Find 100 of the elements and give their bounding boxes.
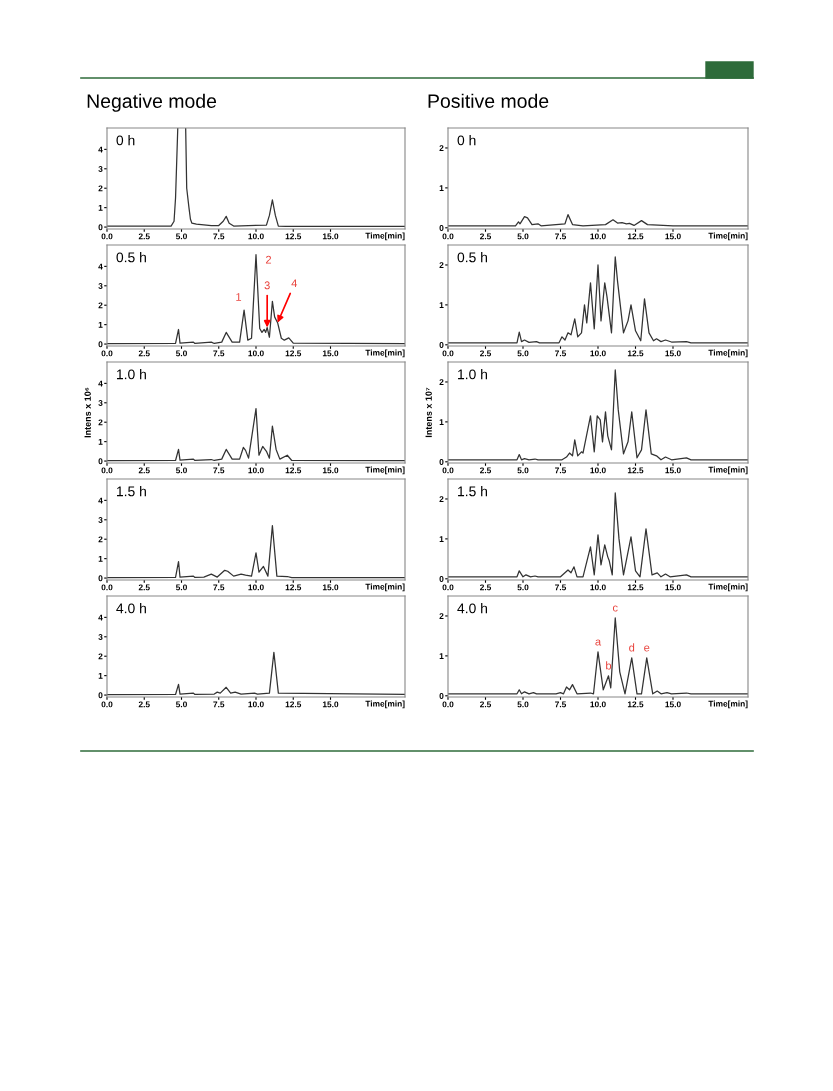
x-tick-label: 7.5 (213, 584, 225, 591)
chart-title: Negative mode (87, 93, 217, 112)
x-tick-label: 15.0 (322, 350, 339, 357)
x-tick-label: 2.5 (138, 584, 150, 591)
annotation: b (606, 661, 612, 670)
y-tick-label: 3 (98, 633, 103, 640)
chart-subtitle: 1.5 h (117, 486, 146, 497)
x-tick-label: 0.0 (442, 584, 454, 591)
x-tick-label: 2.5 (480, 467, 492, 474)
x-axis-title: Time[min] (708, 349, 748, 358)
chart-subtitle: 1.0 h (117, 369, 146, 380)
x-axis-title: Time[min] (708, 583, 748, 592)
y-tick-label: 4 (98, 263, 103, 270)
x-axis-title: Time[min] (365, 583, 405, 592)
chart-subtitle: 4.0 h (116, 603, 146, 614)
x-tick-label: 0.0 (101, 233, 113, 240)
annotation: c (612, 605, 618, 612)
annotation: a (595, 639, 602, 646)
annotation: 1 (236, 293, 242, 301)
y-tick-label: 1 (98, 555, 103, 562)
x-tick-label: 12.5 (285, 467, 302, 474)
x-tick-label: 7.5 (213, 701, 225, 708)
y-tick-label: 3 (98, 516, 103, 523)
x-tick-label: 10.0 (248, 584, 264, 591)
x-tick-label: 0.0 (101, 584, 113, 591)
x-axis-title: Time[min] (708, 700, 748, 709)
x-tick-label: 15.0 (322, 584, 339, 591)
y-tick-label: 0 (98, 458, 103, 465)
chart-title: Positive mode (428, 93, 549, 108)
x-tick-label: 12.5 (627, 584, 644, 591)
x-tick-label: 5.0 (175, 584, 187, 591)
chart-subtitle: 1.0 h (458, 369, 487, 380)
y-tick-label: 1 (98, 438, 103, 445)
y-tick-label: 1 (98, 672, 103, 679)
y-tick-label: 1 (439, 536, 444, 542)
x-axis-title: Time[min] (365, 349, 405, 358)
x-tick-label: 7.5 (213, 233, 225, 240)
y-tick-label: 1 (439, 653, 444, 659)
chart-subtitle: 0.5 h (116, 252, 146, 263)
annotation: 2 (265, 255, 272, 264)
x-tick-label: 10.0 (590, 701, 606, 708)
annotation: d (629, 643, 635, 652)
x-axis-title: Time[min] (708, 466, 748, 475)
x-tick-label: 0.0 (442, 350, 454, 357)
x-tick-label: 10.0 (248, 467, 264, 474)
x-tick-label: 12.5 (627, 467, 644, 474)
x-tick-label: 7.5 (555, 233, 567, 240)
x-tick-label: 12.5 (627, 233, 644, 240)
x-tick-label: 15.0 (322, 701, 339, 708)
y-tick-label: 2 (98, 419, 103, 426)
x-tick-label: 10.0 (248, 350, 264, 357)
y-tick-label: 0 (98, 224, 103, 231)
y-tick-label: 2 (439, 613, 444, 619)
x-tick-label: 5.0 (517, 350, 529, 357)
x-tick-label: 12.5 (285, 584, 302, 591)
chart-subtitle: 1.5 h (458, 486, 487, 497)
y-tick-label: 1 (439, 419, 444, 425)
x-tick-label: 2.5 (138, 467, 150, 474)
x-tick-label: 5.0 (175, 350, 187, 357)
x-tick-label: 2.5 (138, 350, 150, 357)
x-tick-label: 12.5 (627, 350, 644, 357)
x-tick-label: 2.5 (138, 233, 150, 240)
x-tick-label: 10.0 (590, 350, 606, 357)
x-tick-label: 7.5 (555, 701, 567, 708)
chart-subtitle: 4.0 h (457, 603, 487, 614)
x-tick-label: 15.0 (322, 233, 339, 240)
x-tick-label: 12.5 (285, 233, 302, 240)
x-tick-label: 0.0 (101, 467, 113, 474)
x-tick-label: 2.5 (480, 701, 492, 708)
y-tick-label: 1 (439, 302, 444, 308)
x-tick-label: 7.5 (213, 467, 225, 474)
x-tick-label: 5.0 (175, 233, 187, 240)
chart-subtitle: 0 h (457, 135, 476, 146)
x-tick-label: 0.0 (101, 350, 113, 357)
x-tick-label: 10.0 (248, 701, 264, 708)
x-tick-label: 12.5 (285, 350, 302, 357)
x-tick-label: 7.5 (213, 350, 225, 357)
y-tick-label: 3 (98, 282, 103, 289)
y-axis-title: Intens x 10⁷ (425, 387, 432, 438)
x-tick-label: 12.5 (285, 701, 302, 708)
x-tick-label: 15.0 (665, 584, 681, 591)
x-tick-label: 0.0 (442, 233, 454, 240)
y-tick-label: 4 (98, 146, 103, 153)
y-tick-label: 0 (439, 225, 444, 231)
x-axis-title: Time[min] (365, 700, 405, 709)
y-tick-label: 0 (98, 341, 103, 348)
y-tick-label: 0 (439, 342, 444, 348)
y-tick-label: 2 (439, 145, 444, 151)
y-tick-label: 0 (98, 575, 103, 582)
y-tick-label: 0 (439, 459, 444, 465)
x-axis-title: Time[min] (708, 232, 748, 241)
y-tick-label: 4 (98, 497, 103, 504)
y-tick-label: 0 (439, 693, 444, 699)
x-tick-label: 2.5 (480, 233, 492, 240)
y-tick-label: 2 (439, 262, 444, 268)
x-tick-label: 5.0 (517, 467, 529, 474)
annotation: 3 (264, 281, 270, 290)
x-axis-title: Time[min] (365, 466, 405, 475)
y-axis-title: Intens x 10⁶ (84, 387, 91, 438)
x-tick-label: 0.0 (101, 701, 113, 708)
